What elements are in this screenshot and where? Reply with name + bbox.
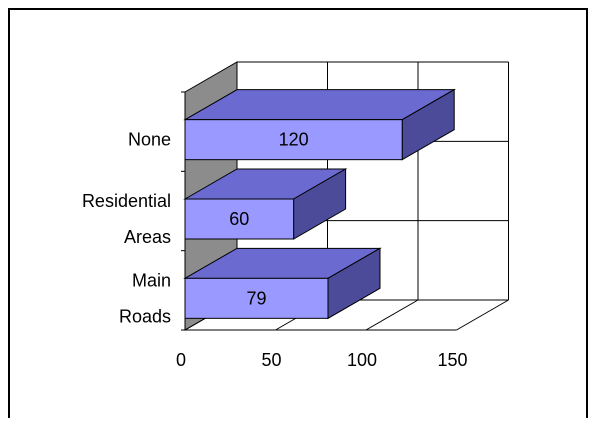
bar-0: 120 bbox=[183, 88, 457, 161]
bar-front-0 bbox=[184, 119, 403, 161]
floor-diagonal-2 bbox=[365, 299, 419, 331]
x-tick-label-0: 0 bbox=[176, 350, 186, 370]
data-label-2: 79 bbox=[246, 288, 266, 308]
category-label-2-1: Roads bbox=[119, 306, 171, 326]
data-label-1: 60 bbox=[229, 209, 249, 229]
category-label-1-0: Residential bbox=[82, 191, 171, 211]
floor-diagonal-3 bbox=[456, 299, 509, 331]
category-labels: None Residential Areas Main Roads bbox=[82, 130, 171, 327]
bar-front-2 bbox=[184, 277, 329, 319]
bar-2: 79 bbox=[183, 247, 382, 320]
x-tick-label-3: 150 bbox=[437, 350, 467, 370]
category-label-2-0: Main bbox=[132, 270, 171, 290]
chart-bars: 120 60 79 bbox=[183, 88, 457, 320]
x-tick-labels: 0 50 100 150 bbox=[176, 350, 468, 370]
category-label-1-1: Areas bbox=[124, 227, 171, 247]
bar-front-1 bbox=[184, 198, 295, 240]
x-tick-label-2: 100 bbox=[347, 350, 377, 370]
category-label-0-0: None bbox=[128, 130, 171, 150]
bar-1: 60 bbox=[183, 168, 348, 240]
data-label-0: 120 bbox=[279, 130, 309, 150]
x-tick-label-1: 50 bbox=[261, 350, 281, 370]
